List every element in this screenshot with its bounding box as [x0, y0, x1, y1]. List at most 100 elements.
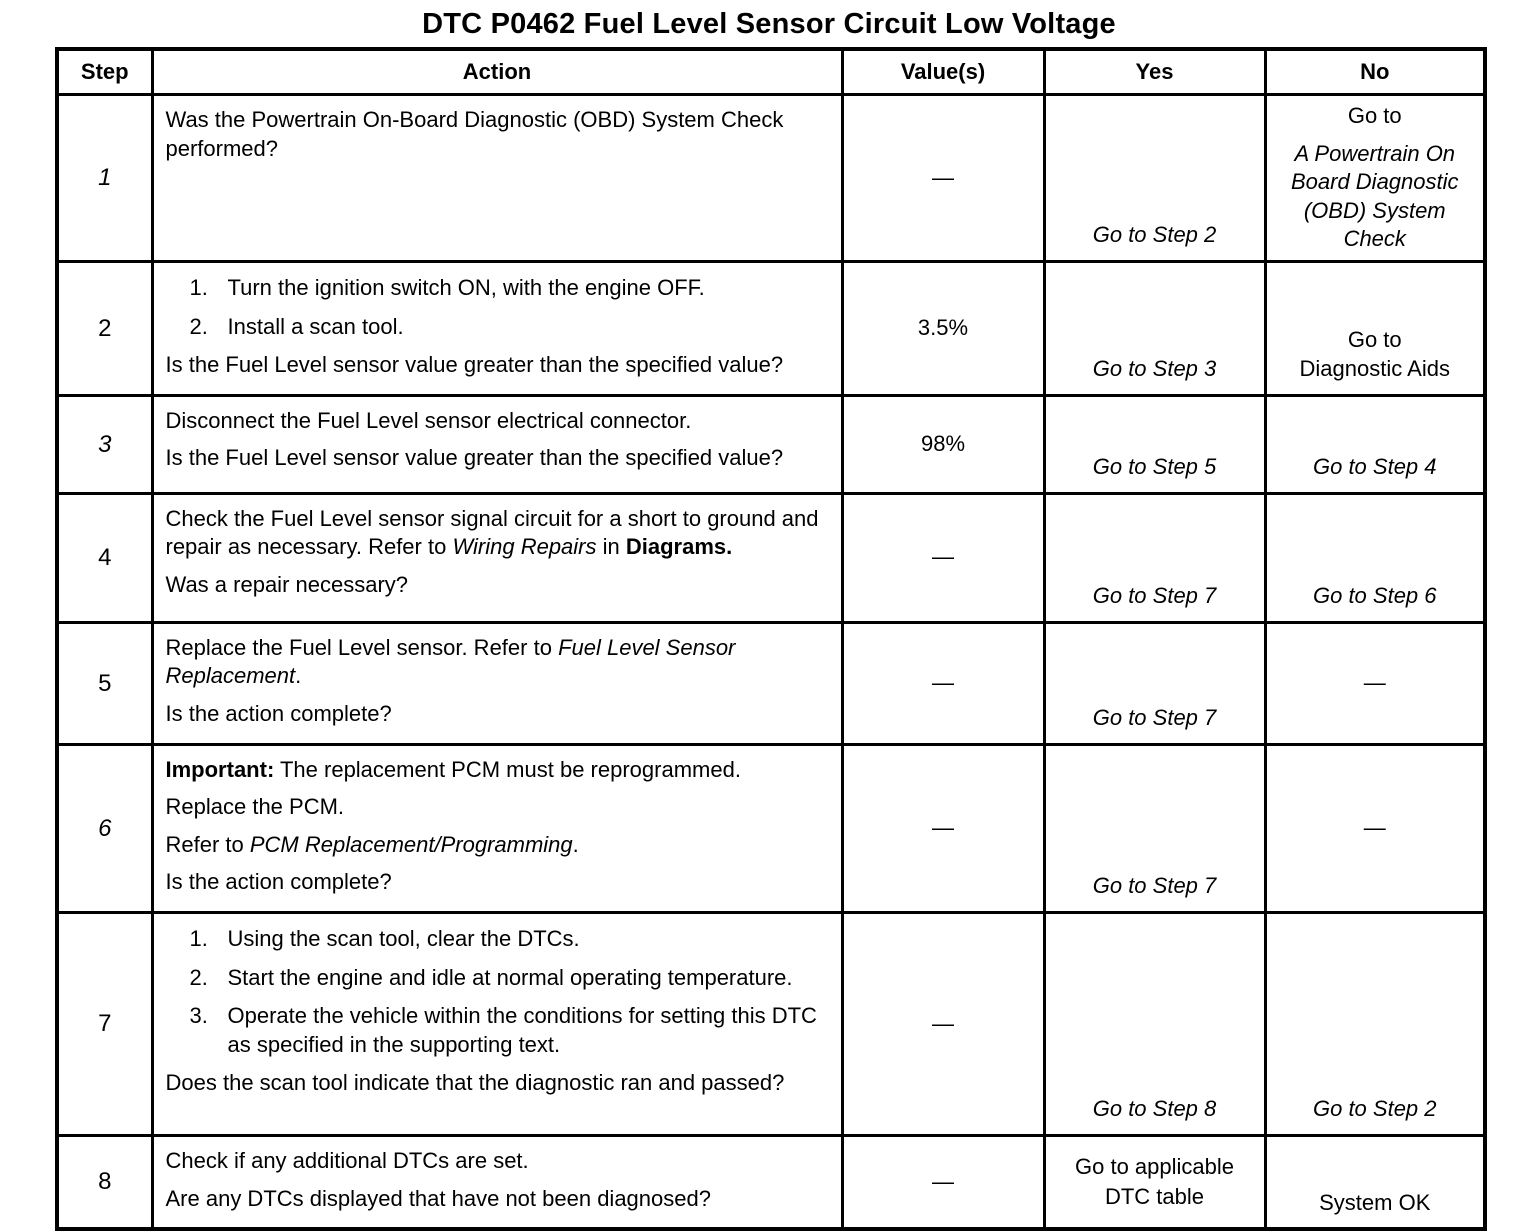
goto-line: DTC table	[1104, 1183, 1205, 1209]
column-header-yes: Yes	[1042, 47, 1267, 96]
step-cell: 6	[55, 742, 154, 914]
goto-line: System OK	[1319, 1189, 1431, 1215]
no-cell: System OK	[1263, 1133, 1487, 1231]
text-run: Using the scan tool, clear the DTCs.	[227, 925, 580, 951]
text-run: Check if any additional DTCs are set.	[165, 1147, 529, 1173]
action-list-item: 2. Install a scan tool.	[166, 313, 829, 342]
text-run: Turn the ignition switch ON, with the en…	[227, 274, 705, 300]
diagnostic-table: Step Action Value(s) Yes No 1 Was the Pow…	[55, 47, 1487, 1231]
table-row: 5 Replace the Fuel Level sensor. Refer to…	[55, 620, 1487, 746]
text-run: Operate the vehicle within the condition…	[227, 1003, 817, 1057]
step-cell: 5	[55, 620, 154, 746]
list-text: Start the engine and idle at normal oper…	[228, 964, 829, 993]
text-run: The replacement PCM must be reprogrammed…	[274, 756, 741, 782]
text-run: .	[295, 663, 302, 689]
action-paragraph: Important: The replacement PCM must be r…	[166, 756, 829, 785]
action-list-item: 1. Using the scan tool, clear the DTCs.	[166, 925, 829, 954]
goto-line: Go to Step 7	[1092, 873, 1217, 899]
table-row: 7 1. Using the scan tool, clear the DTCs. 2…	[55, 910, 1487, 1137]
text-run: Check the Fuel Level sensor signal circu…	[165, 505, 819, 560]
yes-cell: Go to Step 7	[1042, 742, 1267, 914]
column-header-step: Step	[55, 47, 154, 96]
text-run: Does the scan tool indicate that the dia…	[165, 1070, 785, 1096]
column-header-action: Action	[150, 47, 844, 96]
list-number: 1.	[189, 274, 208, 300]
text-run: Fuel Level Sensor Replacement	[165, 634, 736, 689]
no-cell: —	[1263, 742, 1487, 914]
action-paragraph: Was a repair necessary?	[166, 571, 829, 600]
yes-cell: Go to applicable DTC table	[1042, 1133, 1267, 1231]
yes-cell: Go to Step 3	[1042, 259, 1267, 397]
value-cell: —	[840, 620, 1046, 746]
goto-line: Go to Step 4	[1312, 454, 1437, 480]
text-run: .	[572, 831, 579, 857]
text-run: Replace the PCM.	[165, 794, 345, 820]
goto-line: —	[1363, 814, 1386, 840]
value-cell: 98%	[840, 393, 1046, 495]
action-paragraph: Is the Fuel Level sensor value greater t…	[166, 351, 829, 380]
goto-line: Go to applicable	[1075, 1153, 1234, 1179]
goto-line: Go to	[1347, 326, 1402, 352]
text-run: Wiring Repairs	[452, 534, 597, 560]
step-cell: 3	[55, 393, 154, 495]
yes-cell: Go to Step 7	[1042, 620, 1267, 746]
yes-cell: Go to Step 8	[1042, 910, 1267, 1137]
table-body: 1 Was the Powertrain On-Board Diagnostic …	[55, 93, 1487, 1231]
action-paragraph: Disconnect the Fuel Level sensor electri…	[166, 407, 829, 436]
text-run: Is the Fuel Level sensor value greater t…	[165, 352, 784, 378]
list-text: Turn the ignition switch ON, with the en…	[228, 274, 829, 303]
list-number: 3.	[189, 1003, 208, 1029]
goto-line: Diagnostic Aids	[1299, 356, 1450, 382]
text-run: Is the action complete?	[165, 700, 392, 726]
goto-line: Go to Step 2	[1312, 1096, 1437, 1122]
action-cell: 1. Turn the ignition switch ON, with the …	[150, 259, 844, 397]
action-paragraph: Was the Powertrain On-Board Diagnostic (…	[166, 106, 829, 163]
action-cell: Was the Powertrain On-Board Diagnostic (…	[150, 93, 844, 263]
goto-line: —	[1363, 669, 1386, 695]
goto-line: Go to	[1347, 103, 1402, 128]
table-row: 3 Disconnect the Fuel Level sensor electr…	[55, 393, 1487, 495]
goto-line: Go to Step 7	[1092, 583, 1217, 609]
header-row: Step Action Value(s) Yes No	[55, 47, 1487, 96]
no-cell: —	[1263, 620, 1487, 746]
yes-cell: Go to Step 7	[1042, 491, 1267, 624]
action-paragraph: Refer to PCM Replacement/Programming.	[166, 831, 829, 860]
value-cell: —	[840, 910, 1046, 1137]
text-run: Install a scan tool.	[227, 313, 404, 339]
yes-cell: Go to Step 2	[1042, 93, 1267, 263]
list-text: Operate the vehicle within the condition…	[228, 1002, 829, 1059]
goto-line: A Powertrain On Board Diagnostic (OBD) S…	[1290, 140, 1459, 252]
action-cell: 1. Using the scan tool, clear the DTCs. 2.…	[150, 910, 844, 1137]
list-number: 1.	[189, 925, 208, 951]
text-run: Start the engine and idle at normal oper…	[227, 964, 793, 990]
action-cell: Disconnect the Fuel Level sensor electri…	[150, 393, 844, 495]
text-run: Are any DTCs displayed that have not bee…	[165, 1185, 711, 1211]
no-cell: Go to Diagnostic Aids	[1263, 259, 1487, 397]
value-cell: —	[840, 742, 1046, 914]
value-cell: —	[840, 491, 1046, 624]
document-page: DTC P0462 Fuel Level Sensor Circuit Low …	[0, 8, 1520, 1231]
action-cell: Important: The replacement PCM must be r…	[150, 742, 844, 914]
list-number: 2.	[189, 313, 208, 339]
table-header: Step Action Value(s) Yes No	[55, 47, 1487, 96]
column-header-values: Value(s)	[840, 47, 1046, 96]
step-cell: 2	[55, 259, 154, 397]
table-row: 2 1. Turn the ignition switch ON, with the…	[55, 259, 1487, 397]
action-paragraph: Does the scan tool indicate that the dia…	[166, 1069, 829, 1098]
action-cell: Check the Fuel Level sensor signal circu…	[150, 491, 844, 624]
step-cell: 4	[55, 491, 154, 624]
action-list-item: 2. Start the engine and idle at normal op…	[166, 964, 829, 993]
yes-cell: Go to Step 5	[1042, 393, 1267, 495]
action-paragraph: Are any DTCs displayed that have not bee…	[166, 1185, 829, 1214]
goto-line: Go to Step 8	[1092, 1096, 1217, 1122]
goto-line: Go to Step 6	[1312, 583, 1437, 609]
action-cell: Check if any additional DTCs are set. Are…	[150, 1133, 844, 1231]
list-text: Install a scan tool.	[228, 313, 829, 342]
page-title: DTC P0462 Fuel Level Sensor Circuit Low …	[422, 8, 1116, 40]
action-paragraph: Replace the Fuel Level sensor. Refer to …	[166, 634, 829, 691]
goto-line: Go to Step 5	[1092, 454, 1217, 480]
text-run: Was a repair necessary?	[165, 571, 409, 597]
step-cell: 1	[55, 93, 154, 263]
action-cell: Replace the Fuel Level sensor. Refer to …	[150, 620, 844, 746]
no-cell: Go to Step 6	[1263, 491, 1487, 624]
